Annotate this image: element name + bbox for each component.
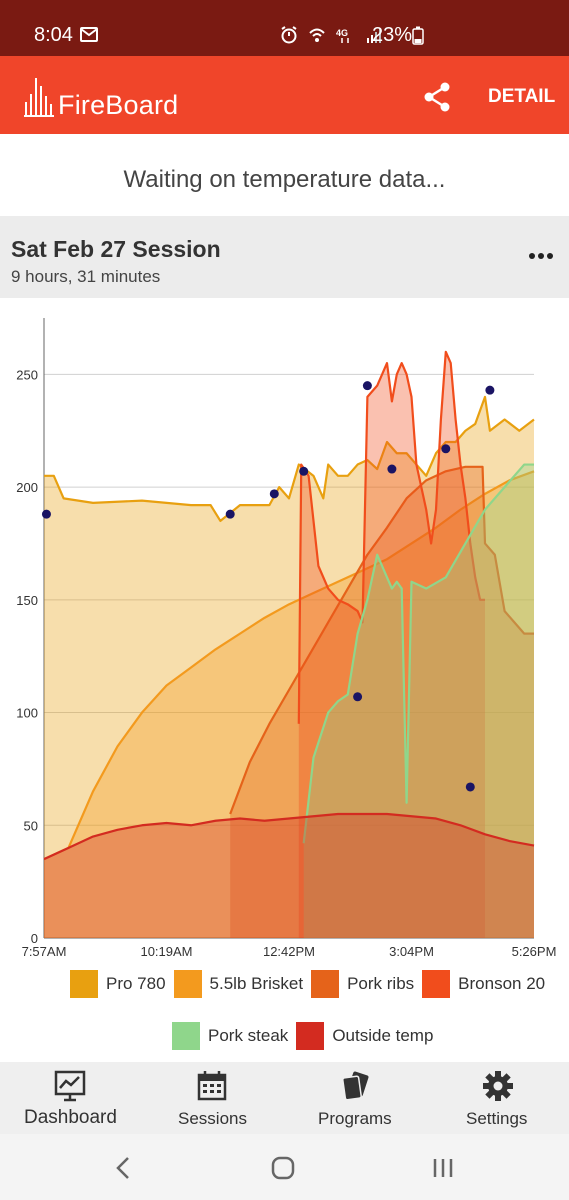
wifi-icon bbox=[309, 28, 325, 42]
legend-item: 5.5lb Brisket bbox=[173, 970, 304, 998]
legend-swatch bbox=[70, 970, 98, 998]
nav-label-dashboard: Dashboard bbox=[24, 1107, 117, 1128]
legend-label: Bronson 20 bbox=[458, 974, 546, 993]
legend-item: Outside temp bbox=[296, 1022, 433, 1050]
status-icons: 4G bbox=[280, 26, 382, 44]
share-icon[interactable] bbox=[420, 80, 454, 114]
battery-icon bbox=[412, 26, 424, 45]
legend-swatch bbox=[296, 1022, 325, 1050]
session-title: Sat Feb 27 Session bbox=[11, 236, 221, 262]
battery-percent: 23% bbox=[372, 24, 413, 46]
data-marker bbox=[387, 464, 397, 474]
legend-item: Bronson 20 bbox=[422, 970, 545, 998]
waiting-message: Waiting on temperature data... bbox=[0, 134, 569, 216]
data-marker bbox=[353, 692, 363, 702]
legend-row: Pro 780 5.5lb Brisket Pork ribs Bronson 20 bbox=[70, 970, 553, 998]
detail-button[interactable]: DETAIL bbox=[488, 86, 556, 107]
series-area-3 bbox=[298, 351, 485, 938]
fireboard-logo-icon bbox=[24, 78, 54, 117]
brand-name: FireBoard bbox=[58, 90, 179, 120]
legend-row: Pork steak Outside temp bbox=[172, 1022, 441, 1050]
status-time: 8:04 bbox=[34, 24, 73, 46]
legend-label: 5.5lb Brisket bbox=[209, 974, 304, 993]
legend-label: Outside temp bbox=[332, 1026, 434, 1045]
y-tick-label: 0 bbox=[31, 931, 38, 946]
y-tick-label: 150 bbox=[16, 593, 38, 608]
series-line-5 bbox=[43, 812, 535, 861]
x-tick-label: 12:42PM bbox=[263, 944, 315, 958]
series-line-4 bbox=[302, 463, 534, 844]
recents-icon[interactable] bbox=[430, 1156, 456, 1180]
alarm-icon bbox=[281, 26, 297, 44]
legend-swatch bbox=[311, 970, 340, 998]
more-options-icon[interactable] bbox=[526, 246, 556, 266]
legend-label: Pro 780 bbox=[106, 974, 166, 993]
legend-swatch bbox=[172, 1022, 200, 1050]
y-tick-label: 200 bbox=[16, 480, 38, 495]
legend-label: Pork steak bbox=[208, 1026, 289, 1045]
series-area-0 bbox=[44, 396, 534, 939]
legend-item: Pork steak bbox=[172, 1022, 288, 1050]
data-marker bbox=[41, 509, 51, 519]
y-tick-label: 250 bbox=[16, 367, 38, 382]
session-header: Sat Feb 27 Session 9 hours, 31 minutes bbox=[0, 216, 569, 298]
data-marker bbox=[362, 381, 372, 391]
x-tick-label: 5:26PM bbox=[512, 944, 557, 958]
back-icon[interactable] bbox=[114, 1156, 132, 1180]
series-line-0 bbox=[44, 395, 535, 523]
lte-icon: 4G bbox=[336, 28, 349, 43]
series-line-1 bbox=[43, 470, 535, 861]
home-icon[interactable] bbox=[270, 1156, 296, 1180]
nav-sessions[interactable]: Sessions bbox=[142, 1062, 282, 1134]
data-marker bbox=[269, 489, 279, 499]
legend-label: Pork ribs bbox=[347, 974, 415, 993]
series-area-5 bbox=[44, 814, 534, 938]
data-marker bbox=[465, 782, 475, 792]
bottom-nav: Dashboard Sessions Programs bbox=[0, 1062, 569, 1134]
signal-icon bbox=[367, 28, 381, 43]
svg-text:4G: 4G bbox=[336, 28, 348, 38]
temperature-chart: 0 50 100 150 200 250 7:57AM 10:19AM 12:42PM 3:04P… bbox=[0, 298, 569, 1062]
mail-icon bbox=[80, 27, 98, 42]
y-tick-label: 100 bbox=[16, 706, 38, 721]
gear-icon bbox=[483, 1071, 513, 1101]
system-nav-bar bbox=[0, 1134, 569, 1200]
nav-settings[interactable]: Settings bbox=[428, 1062, 568, 1134]
nav-label-sessions: Sessions bbox=[178, 1109, 247, 1128]
status-bar: 8:04 4G 23% bbox=[0, 0, 569, 56]
chart-svg: 0 50 100 150 200 250 7:57AM 10:19AM 12:42PM 3:04P… bbox=[16, 318, 557, 958]
nav-label-programs: Programs bbox=[318, 1109, 392, 1128]
nav-programs[interactable]: Programs bbox=[286, 1062, 426, 1134]
series-area-4 bbox=[303, 464, 534, 938]
dashboard-icon bbox=[54, 1070, 86, 1102]
legend-item: Pork ribs bbox=[311, 970, 414, 998]
legend-item: Pro 780 bbox=[70, 970, 166, 998]
calendar-icon bbox=[197, 1071, 227, 1101]
nav-label-settings: Settings bbox=[466, 1109, 528, 1128]
data-marker bbox=[485, 385, 495, 395]
legend-swatch bbox=[173, 970, 202, 998]
y-tick-label: 50 bbox=[24, 818, 38, 833]
x-tick-label: 7:57AM bbox=[22, 944, 67, 958]
data-marker bbox=[299, 466, 309, 476]
nav-dashboard[interactable]: Dashboard bbox=[0, 1062, 140, 1134]
x-tick-label: 10:19AM bbox=[140, 944, 192, 958]
x-tick-label: 3:04PM bbox=[389, 944, 434, 958]
session-duration: 9 hours, 31 minutes bbox=[11, 267, 161, 286]
app-bar: FireBoard DETAIL bbox=[0, 56, 569, 134]
data-marker bbox=[225, 509, 235, 519]
programs-icon bbox=[342, 1071, 369, 1101]
legend-swatch bbox=[422, 970, 451, 998]
series-line-3 bbox=[297, 350, 485, 724]
data-marker bbox=[441, 444, 451, 454]
series-line-2 bbox=[229, 465, 534, 815]
